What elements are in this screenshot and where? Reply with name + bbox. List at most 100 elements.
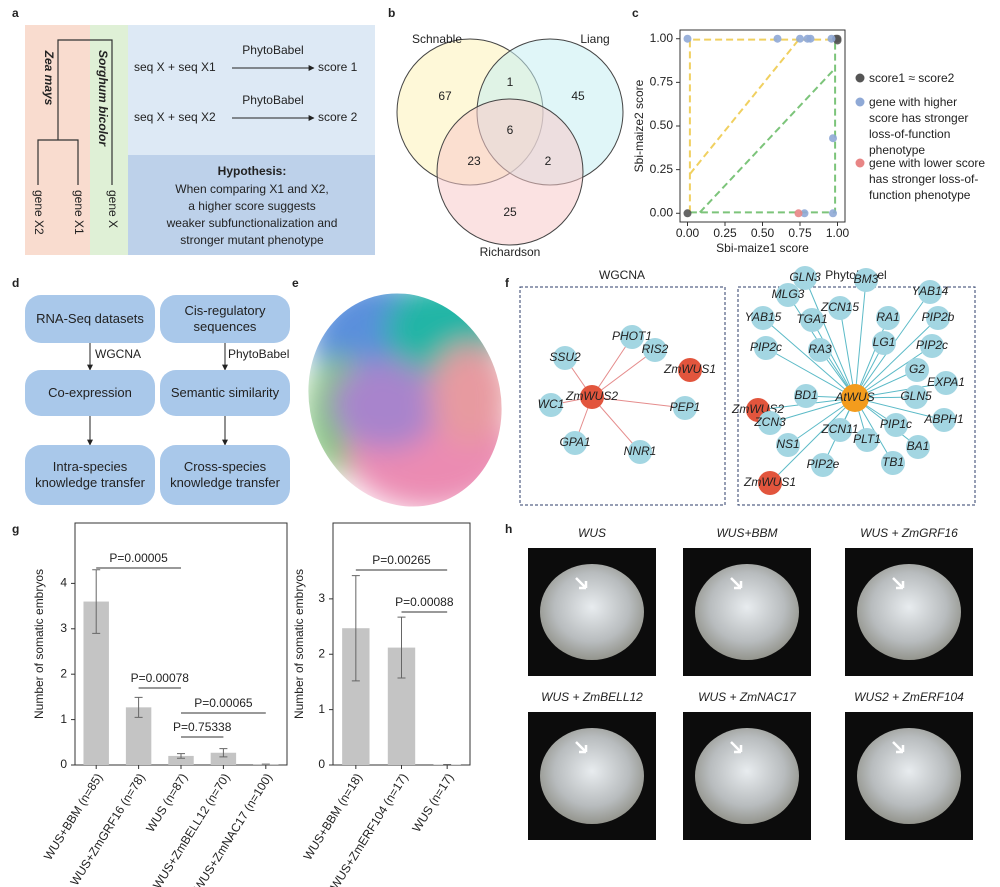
panel-label: f	[505, 276, 510, 290]
node-label: SSU2	[549, 350, 581, 364]
x-tick-label: 0.50	[751, 226, 775, 240]
panel-label: d	[12, 276, 19, 290]
node-label: BD1	[794, 388, 817, 402]
node-label: RA1	[876, 310, 899, 324]
score-output: score 1	[318, 60, 358, 74]
network-node	[776, 433, 800, 457]
species-label: Zea mays	[42, 50, 56, 106]
network-edge	[854, 279, 867, 399]
network-node	[906, 435, 930, 459]
y-axis-label: Sbi-maize2 score	[632, 79, 646, 172]
p-value: P=0.00078	[131, 671, 190, 685]
node-label: PIP2e	[807, 457, 840, 471]
y-axis-label: Number of somatic embryos	[32, 569, 46, 719]
node-label: PEP1	[670, 400, 701, 414]
point	[796, 34, 804, 43]
region-count: 45	[571, 89, 585, 103]
network-node	[673, 396, 697, 420]
legend-marker	[855, 97, 865, 107]
node-label: YAB15	[745, 310, 782, 324]
node-label: ZCN3	[753, 415, 786, 429]
node-label: PIP2c	[916, 338, 948, 352]
network-node	[811, 453, 835, 477]
set-label: Richardson	[480, 245, 541, 259]
network-edge	[591, 336, 633, 398]
node-label: PHOT1	[612, 329, 652, 343]
network-node	[855, 428, 879, 452]
flow-box: Co-expression	[25, 370, 155, 416]
y-axis-label: Number of somatic embryos	[292, 569, 306, 719]
network-node	[904, 385, 928, 409]
region-count: 25	[503, 205, 517, 219]
photo-title: WUS	[578, 526, 606, 540]
arrow-marker	[730, 577, 743, 590]
node-label: G2	[909, 362, 925, 376]
network-node	[920, 334, 944, 358]
network-edge	[591, 396, 686, 409]
network-node	[776, 283, 800, 307]
arrow-marker	[575, 741, 588, 754]
network-node	[841, 384, 869, 412]
node-label: ZmWUS1	[663, 362, 716, 376]
embedding-cloud	[305, 280, 515, 510]
gene-label: gene X1	[72, 190, 86, 235]
network-node	[881, 451, 905, 475]
y-tick-label: 0.75	[650, 75, 674, 89]
network-node	[628, 440, 652, 464]
node-label: NS1	[776, 437, 799, 451]
network-edge	[854, 317, 939, 399]
network-node	[563, 431, 587, 455]
hypothesis-line: a higher score suggests	[188, 199, 315, 213]
error-bar	[219, 748, 228, 758]
x-tick-label: 0.75	[788, 226, 812, 240]
method-label: PhytoBabel	[242, 43, 303, 57]
p-value: P=0.00005	[109, 551, 168, 565]
x-tick-label: WUS (n=17)	[409, 771, 456, 835]
network-node	[934, 371, 958, 395]
x-tick-label: 0.25	[713, 226, 737, 240]
node-label: RIS2	[642, 342, 669, 356]
x-tick-label: WUS+ZmNAC17 (n=100)	[191, 771, 275, 887]
network-node	[905, 358, 929, 382]
y-tick-label: 2	[60, 666, 67, 680]
network-edge	[811, 319, 856, 399]
score-output: score 2	[318, 110, 358, 124]
network-edge	[769, 397, 856, 484]
point	[683, 34, 692, 43]
x-axis-label: Sbi-maize1 score	[716, 241, 809, 255]
flow-box: Semantic similarity	[160, 370, 290, 416]
panel-label: g	[12, 522, 19, 536]
node-label: ZCN15	[820, 300, 859, 314]
bar	[168, 755, 194, 765]
network-title: WGCNA	[599, 268, 645, 282]
network-node	[539, 393, 563, 417]
explant	[857, 564, 961, 660]
node-label: WC1	[538, 397, 565, 411]
network-node	[884, 413, 908, 437]
method-label: WGCNA	[95, 347, 141, 361]
species-band	[90, 25, 128, 255]
arrow-marker	[575, 577, 588, 590]
network-node	[751, 306, 775, 330]
region-count: 2	[545, 154, 552, 168]
node-label: GLN3	[789, 270, 821, 284]
network-edge	[839, 307, 856, 399]
region-count: 23	[467, 154, 481, 168]
bar	[210, 752, 237, 765]
hypothesis-line: stronger mutant phenotype	[180, 233, 324, 247]
photo-title: WUS+BBM	[716, 526, 777, 540]
x-tick-label: WUS+ZmGRF16 (n=78)	[67, 771, 147, 887]
explant	[695, 728, 799, 824]
score-area	[128, 25, 375, 155]
network-node	[620, 325, 644, 349]
network-edge	[591, 396, 641, 453]
node-label: PIP2c	[750, 340, 782, 354]
point	[683, 209, 692, 218]
y-tick-label: 0	[318, 757, 325, 771]
flow-box: Cross-species knowledge transfer	[160, 445, 290, 505]
y-tick-label: 2	[318, 646, 325, 660]
network-edge	[854, 345, 933, 399]
p-value: P=0.00065	[194, 696, 253, 710]
network-node	[678, 358, 702, 382]
y-tick-label: 4	[60, 576, 67, 590]
